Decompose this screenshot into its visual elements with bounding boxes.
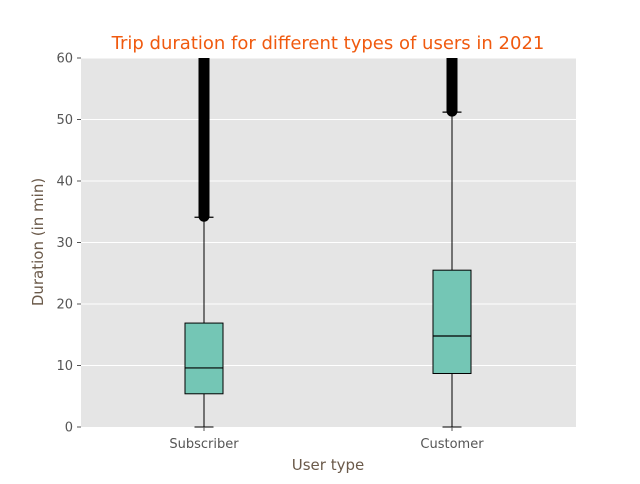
grid-lines bbox=[81, 57, 576, 366]
outlier-points bbox=[198, 210, 210, 222]
y-axis-label: Duration (in min) bbox=[29, 178, 47, 306]
iqr-box bbox=[184, 322, 224, 395]
y-tick-label: 30 bbox=[56, 236, 73, 251]
box-subscriber bbox=[184, 58, 224, 428]
outlier-points bbox=[446, 105, 458, 117]
outlier-points bbox=[198, 58, 210, 218]
chart-title: Trip duration for different types of use… bbox=[111, 33, 545, 54]
y-tick-label: 20 bbox=[56, 298, 73, 313]
outlier-points bbox=[446, 58, 458, 113]
x-tick-label: Subscriber bbox=[169, 437, 239, 452]
y-tick-label: 0 bbox=[65, 421, 73, 436]
x-tick-label: Customer bbox=[420, 437, 484, 452]
y-tick-label: 10 bbox=[56, 359, 73, 374]
y-tick-label: 40 bbox=[56, 175, 73, 190]
ticks: 0 10 20 30 40 50 60 Subscriber Customer bbox=[56, 52, 484, 453]
iqr-box bbox=[432, 269, 472, 374]
y-tick-label: 50 bbox=[56, 113, 73, 128]
x-axis-label: User type bbox=[292, 456, 364, 474]
boxes bbox=[184, 58, 472, 428]
y-tick-label: 60 bbox=[56, 52, 73, 67]
box-customer bbox=[432, 58, 472, 428]
